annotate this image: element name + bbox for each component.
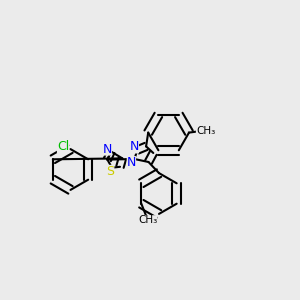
Text: CH₃: CH₃ — [196, 126, 215, 136]
Text: CH₃: CH₃ — [138, 215, 158, 225]
Text: S: S — [106, 165, 114, 178]
Text: N: N — [103, 142, 112, 156]
Text: N: N — [127, 156, 136, 169]
Text: Cl: Cl — [57, 140, 69, 153]
Text: N: N — [130, 140, 139, 154]
